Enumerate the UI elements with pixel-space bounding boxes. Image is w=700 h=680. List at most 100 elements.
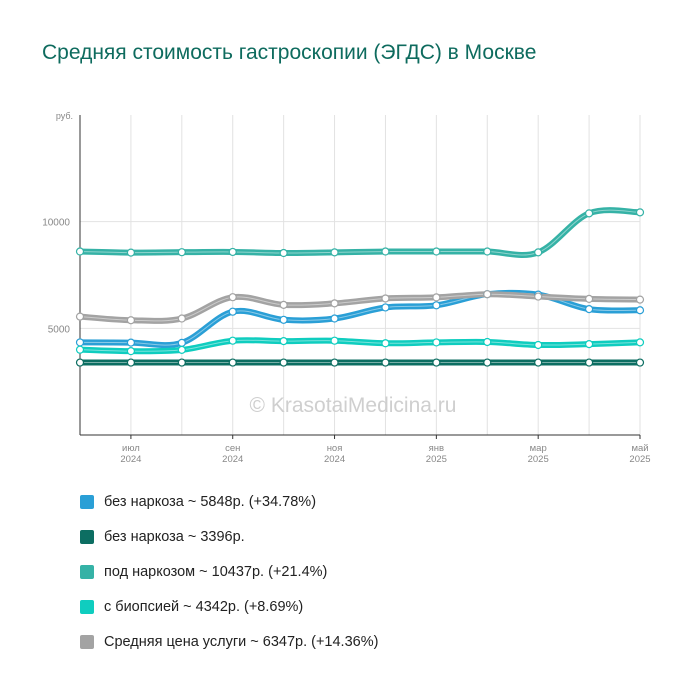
x-tick-label-year: 2024 xyxy=(222,454,243,465)
data-point[interactable] xyxy=(126,248,136,257)
data-point[interactable] xyxy=(75,312,85,321)
legend-swatch xyxy=(80,599,94,614)
data-point[interactable] xyxy=(330,358,339,367)
data-point[interactable] xyxy=(483,290,492,299)
data-point[interactable] xyxy=(432,358,441,367)
data-point[interactable] xyxy=(483,337,492,347)
x-tick-label-month: июл xyxy=(122,443,140,454)
legend-label: с биопсией ~ 4342р. (+8.69%) xyxy=(104,598,304,615)
data-point[interactable] xyxy=(75,345,85,354)
axes: 500010000руб.июл2024сен2024ноя2024янв202… xyxy=(42,111,650,465)
data-point[interactable] xyxy=(534,358,543,367)
data-point[interactable] xyxy=(177,248,186,257)
data-point[interactable] xyxy=(330,336,339,345)
data-point[interactable] xyxy=(177,358,186,367)
data-point[interactable] xyxy=(584,340,594,349)
series-line-2 xyxy=(77,207,643,258)
line-chart: © KrasotaiMedicina.ru 500010000руб.июл20… xyxy=(42,111,650,465)
x-tick-label-month: мар xyxy=(530,443,547,454)
legend-item[interactable]: под наркозом ~ 10437р. (+21.4%) xyxy=(80,554,378,589)
y-tick-label: 10000 xyxy=(42,218,70,229)
data-point[interactable] xyxy=(279,248,288,258)
series-lines xyxy=(77,207,643,366)
data-point[interactable] xyxy=(126,347,136,356)
data-point[interactable] xyxy=(381,339,390,348)
data-point[interactable] xyxy=(279,337,288,346)
data-point[interactable] xyxy=(635,295,645,304)
data-point[interactable] xyxy=(635,208,645,217)
data-point[interactable] xyxy=(381,358,390,367)
data-point[interactable] xyxy=(75,247,85,256)
data-point[interactable] xyxy=(330,248,339,257)
data-point[interactable] xyxy=(432,301,441,310)
x-tick-label-year: 2024 xyxy=(324,454,345,465)
data-point[interactable] xyxy=(279,358,288,367)
x-tick-label-year: 2025 xyxy=(426,454,447,465)
data-point[interactable] xyxy=(75,338,85,347)
series-line-highlight-2 xyxy=(79,209,641,256)
data-point[interactable] xyxy=(330,314,339,323)
data-point[interactable] xyxy=(177,345,186,354)
data-point[interactable] xyxy=(177,338,186,347)
x-tick-label-year: 2024 xyxy=(120,454,141,465)
data-point[interactable] xyxy=(432,247,441,256)
data-point[interactable] xyxy=(228,293,237,302)
data-point[interactable] xyxy=(177,314,186,323)
data-point[interactable] xyxy=(483,358,492,367)
data-point[interactable] xyxy=(228,336,237,345)
data-point[interactable] xyxy=(228,247,237,257)
data-point[interactable] xyxy=(126,316,136,325)
legend-item[interactable]: без наркоза ~ 5848р. (+34.78%) xyxy=(80,484,378,519)
data-point[interactable] xyxy=(432,338,441,347)
data-point[interactable] xyxy=(635,358,645,367)
x-tick-label-month: сен xyxy=(225,443,240,454)
data-point[interactable] xyxy=(534,248,543,257)
data-point[interactable] xyxy=(228,307,237,316)
legend-label: под наркозом ~ 10437р. (+21.4%) xyxy=(104,563,328,580)
data-point[interactable] xyxy=(635,306,645,315)
data-point[interactable] xyxy=(279,300,288,309)
legend-swatch xyxy=(80,634,94,649)
legend-item[interactable]: без наркоза ~ 3396р. xyxy=(80,519,378,554)
data-point[interactable] xyxy=(483,247,492,256)
data-point[interactable] xyxy=(126,338,136,347)
data-point[interactable] xyxy=(432,293,441,302)
legend-item[interactable]: с биопсией ~ 4342р. (+8.69%) xyxy=(80,589,378,624)
x-tick-label-year: 2025 xyxy=(629,454,650,465)
data-point[interactable] xyxy=(228,358,237,367)
legend-item[interactable]: Средняя цена услуги ~ 6347р. (+14.36%) xyxy=(80,624,378,659)
data-point[interactable] xyxy=(534,340,543,350)
legend-label: без наркоза ~ 5848р. (+34.78%) xyxy=(104,493,317,510)
series-points xyxy=(75,208,645,367)
x-tick-label-month: май xyxy=(631,443,648,454)
data-point[interactable] xyxy=(584,209,594,218)
data-point[interactable] xyxy=(381,247,390,256)
legend-swatch xyxy=(80,564,94,579)
legend-swatch xyxy=(80,529,94,544)
data-point[interactable] xyxy=(635,338,645,347)
x-tick-label-month: янв xyxy=(429,443,444,454)
series-line-highlight-4 xyxy=(79,293,641,322)
watermark: © KrasotaiMedicina.ru xyxy=(250,394,457,417)
x-tick-label-year: 2025 xyxy=(528,454,549,465)
data-point[interactable] xyxy=(330,299,339,308)
grid xyxy=(79,115,641,435)
data-point[interactable] xyxy=(75,358,85,367)
y-tick-label: 5000 xyxy=(48,324,71,335)
legend-swatch xyxy=(80,494,94,509)
legend: без наркоза ~ 5848р. (+34.78%) без наркоз… xyxy=(80,484,378,659)
data-point[interactable] xyxy=(279,315,288,324)
series-line-4 xyxy=(77,291,643,324)
data-point[interactable] xyxy=(126,358,136,367)
legend-label: без наркоза ~ 3396р. xyxy=(104,528,245,545)
data-point[interactable] xyxy=(381,294,390,303)
data-point[interactable] xyxy=(584,358,594,367)
series-line-3 xyxy=(77,337,643,355)
chart-title: Средняя стоимость гастроскопии (ЭГДС) в … xyxy=(42,41,537,64)
data-point[interactable] xyxy=(381,303,390,312)
x-tick-label-month: ноя xyxy=(327,443,343,454)
data-point[interactable] xyxy=(584,294,594,303)
series-line-highlight-3 xyxy=(79,339,641,352)
data-point[interactable] xyxy=(584,305,594,314)
data-point[interactable] xyxy=(534,292,543,301)
